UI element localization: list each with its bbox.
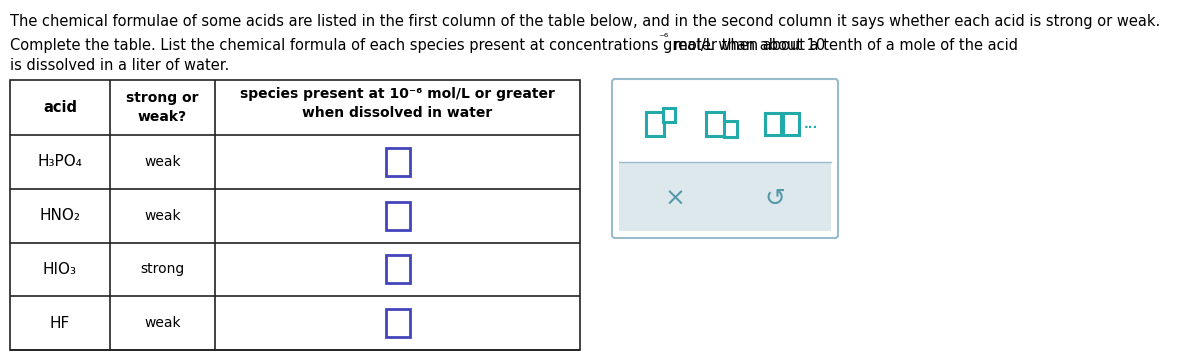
Text: weak: weak: [144, 155, 181, 169]
Bar: [385, 148, 409, 176]
Bar: [706, 112, 724, 136]
Text: Complete the table. List the chemical formula of each species present at concent: Complete the table. List the chemical fo…: [10, 38, 826, 53]
Bar: [724, 121, 737, 137]
Text: ...: ...: [804, 117, 818, 131]
Text: mol/L when about a tenth of a mole of the acid: mol/L when about a tenth of a mole of th…: [668, 38, 1018, 53]
Text: ×: ×: [665, 187, 685, 211]
Text: ⁻⁶: ⁻⁶: [659, 33, 668, 43]
Bar: [10, 80, 580, 350]
Text: H₃PO₄: H₃PO₄: [37, 154, 83, 169]
Text: species present at 10⁻⁶ mol/L or greater
when dissolved in water: species present at 10⁻⁶ mol/L or greater…: [240, 87, 554, 120]
Text: strong: strong: [140, 262, 185, 276]
Bar: [385, 202, 409, 229]
Bar: [662, 108, 674, 122]
Text: HNO₂: HNO₂: [40, 208, 80, 223]
Text: HF: HF: [50, 316, 70, 331]
Bar: [385, 309, 409, 337]
Text: strong or
weak?: strong or weak?: [126, 91, 199, 124]
Bar: [784, 113, 799, 135]
Text: The chemical formulae of some acids are listed in the first column of the table : The chemical formulae of some acids are …: [10, 14, 1160, 29]
Bar: [385, 255, 409, 284]
Bar: [766, 113, 781, 135]
Text: acid: acid: [43, 100, 77, 115]
Text: HIO₃: HIO₃: [43, 262, 77, 277]
Text: ↺: ↺: [764, 187, 786, 211]
Bar: [646, 112, 664, 136]
Text: weak: weak: [144, 316, 181, 330]
Text: weak: weak: [144, 209, 181, 223]
FancyBboxPatch shape: [612, 79, 838, 238]
Bar: [619, 163, 830, 231]
Text: is dissolved in a liter of water.: is dissolved in a liter of water.: [10, 58, 229, 73]
